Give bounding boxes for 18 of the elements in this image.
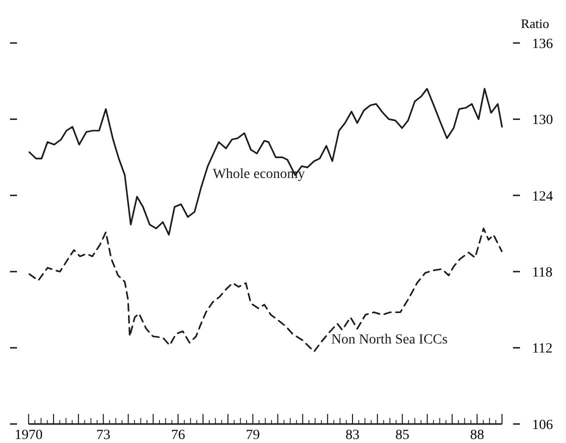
y-tick-label: 112: [532, 342, 552, 357]
x-tick-label: 73: [96, 428, 110, 443]
y-tick-label: 136: [532, 36, 553, 52]
series-label: Whole economy: [212, 167, 305, 182]
y-tick-label: 118: [532, 266, 552, 280]
series-label: Non North Sea ICCs: [331, 332, 448, 348]
x-tick-label: 85: [395, 428, 410, 443]
x-tick-label: 76: [171, 428, 186, 443]
y-tick-label: 130: [532, 113, 553, 128]
y-axis-title: Ratio: [520, 16, 550, 31]
x-tick-label: 1970: [14, 428, 43, 443]
x-tick-label: 83: [346, 428, 360, 443]
y-tick-label: 124: [532, 189, 553, 204]
x-tick-label: 79: [246, 428, 260, 443]
line-series: [28, 228, 503, 352]
line-series: [28, 88, 503, 236]
x-tick-label: 88: [470, 428, 484, 443]
y-tick-label: 106: [532, 418, 553, 433]
